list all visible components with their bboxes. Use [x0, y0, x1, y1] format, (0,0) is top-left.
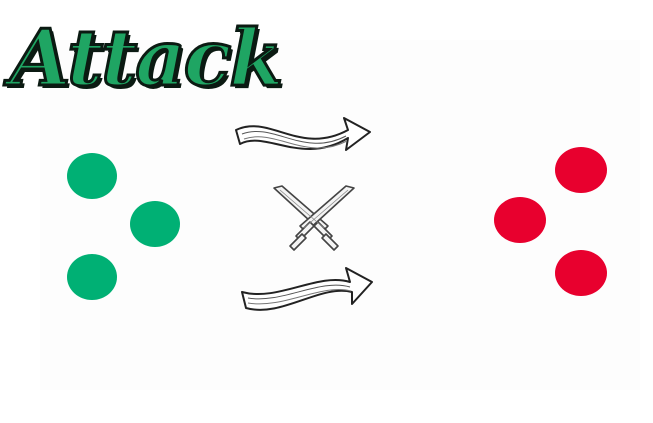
curved-arrow-right-icon: [235, 117, 371, 151]
attack-title: Attack: [8, 13, 284, 104]
enemy-dot: [555, 147, 607, 193]
enemy-dot: [555, 250, 607, 296]
ally-dot: [130, 201, 180, 247]
ally-dot: [67, 153, 117, 199]
ally-dot: [67, 254, 117, 300]
enemy-dot: [494, 197, 546, 243]
curved-arrow-right-icon: [241, 267, 373, 311]
crossed-swords-icon: [273, 185, 355, 251]
